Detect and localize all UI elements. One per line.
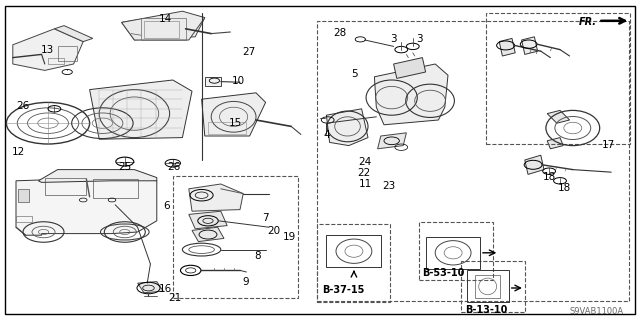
Text: 19: 19 bbox=[283, 232, 296, 242]
Text: 10: 10 bbox=[232, 76, 245, 86]
Text: B-53-10: B-53-10 bbox=[422, 268, 465, 278]
Polygon shape bbox=[394, 58, 426, 78]
Text: 7: 7 bbox=[262, 213, 269, 223]
Polygon shape bbox=[189, 184, 243, 211]
Text: S9VAB1100A: S9VAB1100A bbox=[570, 308, 624, 316]
Text: 11: 11 bbox=[358, 179, 372, 189]
Text: 15: 15 bbox=[229, 118, 243, 128]
Polygon shape bbox=[122, 11, 205, 40]
Text: 21: 21 bbox=[168, 293, 182, 303]
Text: 6: 6 bbox=[163, 201, 170, 212]
Text: 24: 24 bbox=[358, 156, 372, 167]
Bar bbox=[326, 235, 381, 267]
Text: 18: 18 bbox=[558, 183, 572, 193]
Bar bbox=[208, 122, 246, 134]
Bar bbox=[467, 270, 509, 302]
Text: 18: 18 bbox=[543, 172, 556, 182]
Text: 13: 13 bbox=[40, 44, 54, 55]
Bar bbox=[419, 222, 493, 280]
Bar bbox=[45, 178, 86, 195]
Text: B-37-15: B-37-15 bbox=[322, 285, 364, 295]
Text: 9: 9 bbox=[242, 276, 248, 287]
Text: 5: 5 bbox=[351, 68, 357, 79]
Polygon shape bbox=[192, 227, 224, 242]
Bar bbox=[144, 21, 179, 38]
Polygon shape bbox=[122, 13, 205, 40]
Polygon shape bbox=[326, 109, 368, 146]
Text: 22: 22 bbox=[357, 168, 371, 178]
Text: 26: 26 bbox=[168, 162, 181, 172]
Text: 8: 8 bbox=[255, 251, 261, 261]
Text: 17: 17 bbox=[602, 140, 615, 150]
Polygon shape bbox=[547, 110, 570, 123]
Polygon shape bbox=[16, 178, 157, 235]
Bar bbox=[48, 58, 64, 64]
Text: 3: 3 bbox=[390, 34, 397, 44]
Text: 27: 27 bbox=[242, 47, 255, 57]
Polygon shape bbox=[525, 155, 544, 174]
Text: 14: 14 bbox=[159, 14, 172, 24]
Text: 28: 28 bbox=[333, 28, 346, 38]
Polygon shape bbox=[522, 37, 538, 54]
Polygon shape bbox=[499, 38, 515, 56]
Bar bbox=[317, 224, 390, 302]
Bar bbox=[58, 46, 77, 61]
Bar bbox=[461, 261, 525, 312]
Text: B-13-10: B-13-10 bbox=[465, 305, 508, 316]
Text: 4: 4 bbox=[323, 130, 330, 140]
Text: FR.: FR. bbox=[579, 17, 596, 27]
Bar bbox=[16, 216, 32, 222]
Bar bbox=[173, 176, 298, 298]
Text: 16: 16 bbox=[159, 284, 172, 294]
Text: 26: 26 bbox=[17, 100, 30, 111]
Bar bbox=[317, 21, 629, 301]
Bar bbox=[141, 18, 186, 40]
Polygon shape bbox=[54, 26, 93, 42]
Bar bbox=[426, 237, 480, 269]
Bar bbox=[475, 275, 500, 298]
Polygon shape bbox=[202, 93, 266, 136]
Text: 23: 23 bbox=[382, 180, 396, 191]
Text: 20: 20 bbox=[268, 226, 281, 236]
Bar bbox=[18, 189, 29, 202]
Bar bbox=[93, 179, 138, 198]
Polygon shape bbox=[138, 282, 163, 293]
Polygon shape bbox=[374, 64, 448, 125]
Polygon shape bbox=[38, 170, 157, 182]
Polygon shape bbox=[205, 77, 221, 86]
Text: 12: 12 bbox=[12, 147, 25, 157]
Text: 25: 25 bbox=[118, 162, 132, 172]
Polygon shape bbox=[13, 29, 83, 70]
Polygon shape bbox=[90, 80, 192, 139]
Polygon shape bbox=[547, 138, 563, 149]
Polygon shape bbox=[378, 133, 406, 149]
Bar bbox=[486, 13, 630, 144]
Text: 3: 3 bbox=[416, 34, 422, 44]
Polygon shape bbox=[189, 211, 227, 229]
